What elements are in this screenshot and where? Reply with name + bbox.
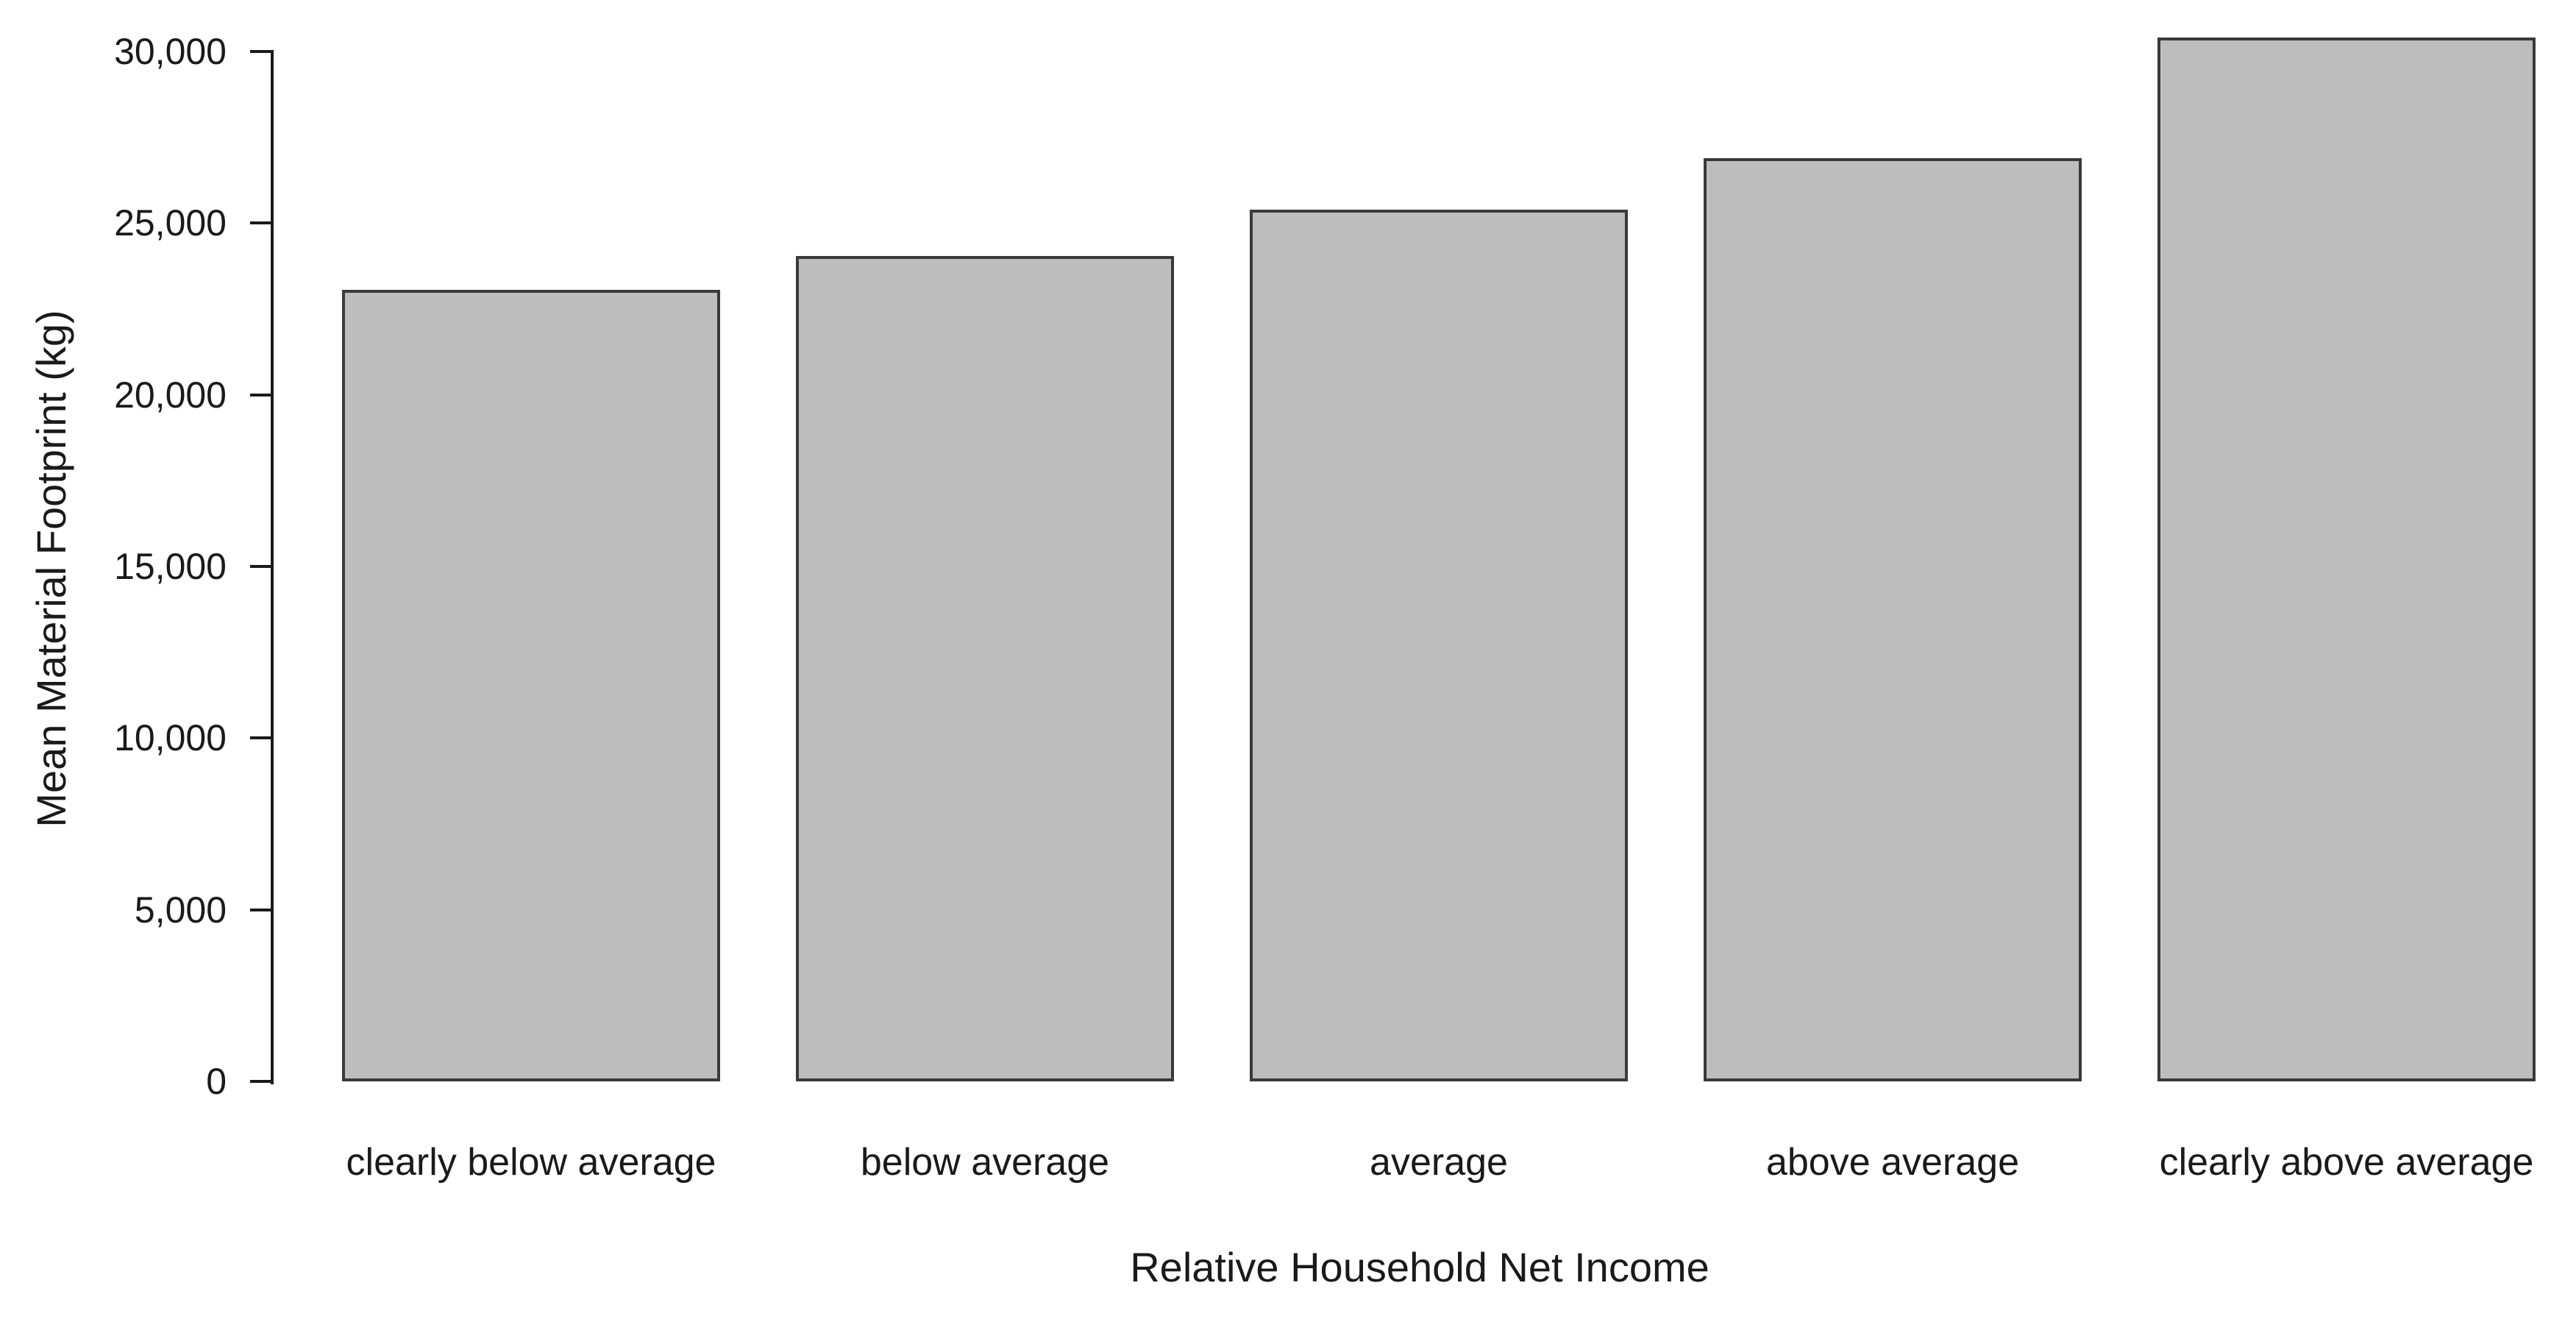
y-tick-mark — [250, 565, 272, 568]
y-tick-label: 30,000 — [114, 31, 227, 72]
y-axis-line — [271, 50, 274, 1084]
y-tick-mark — [250, 736, 272, 740]
y-tick-label: 20,000 — [114, 374, 227, 416]
y-tick-mark — [250, 393, 272, 397]
y-tick-label: 15,000 — [114, 546, 227, 587]
y-tick-label: 10,000 — [114, 717, 227, 759]
x-axis-title: Relative Household Net Income — [1130, 1244, 1709, 1290]
bar-4 — [1704, 158, 2082, 1081]
x-category-label-2: below average — [860, 1141, 1110, 1184]
x-category-label-5: clearly above average — [2159, 1141, 2534, 1184]
bar-3 — [1250, 210, 1628, 1081]
y-tick-label: 0 — [206, 1061, 227, 1102]
y-tick-mark — [250, 908, 272, 911]
y-tick-mark — [250, 1080, 272, 1083]
x-category-label-4: above average — [1765, 1141, 2020, 1184]
y-tick-label: 25,000 — [114, 202, 227, 244]
bar-5 — [2157, 38, 2536, 1081]
y-tick-mark — [250, 50, 272, 53]
x-category-label-1: clearly below average — [346, 1141, 716, 1184]
x-category-label-3: average — [1370, 1141, 1508, 1184]
bar-2 — [796, 256, 1174, 1081]
y-tick-mark — [250, 221, 272, 225]
y-tick-label: 5,000 — [134, 889, 227, 931]
bar-1 — [342, 290, 720, 1081]
